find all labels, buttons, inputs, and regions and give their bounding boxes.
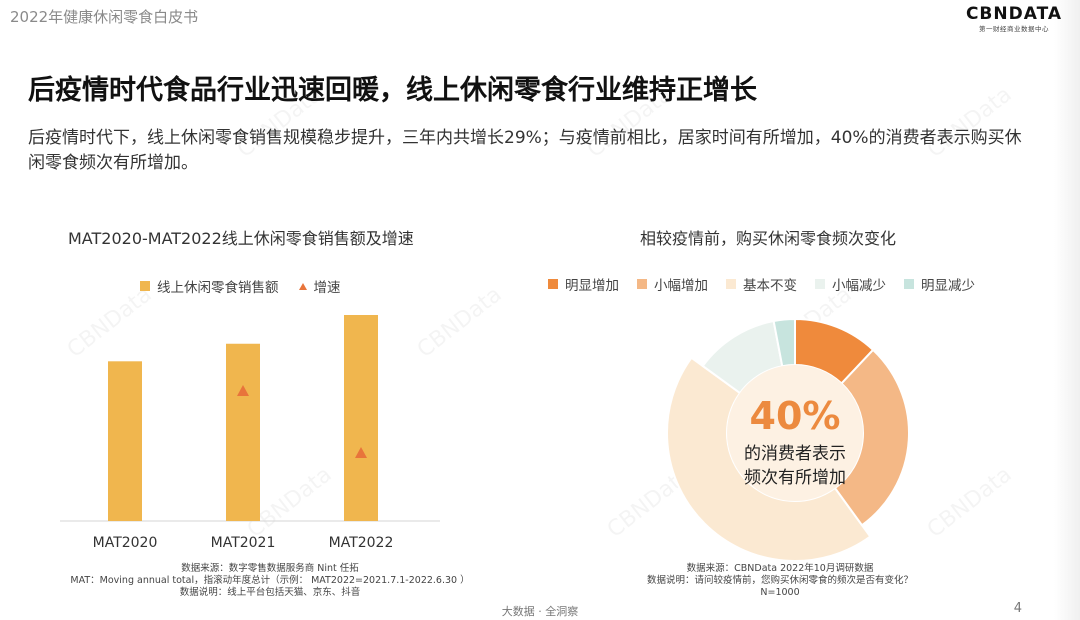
legend-swatch <box>726 279 736 289</box>
donut-chart-title: 相较疫情前，购买休闲零食频次变化 <box>640 229 897 248</box>
bar-mat2022 <box>344 315 378 521</box>
growth-marker-mat2021 <box>237 385 249 396</box>
x-tick-label: MAT2021 <box>211 535 276 551</box>
page-headline: 后疫情时代食品行业迅速回暖，线上休闲零食行业维持正增长 <box>28 75 757 106</box>
x-tick-label: MAT2022 <box>329 535 394 551</box>
note-line: 数据来源：数字零售数据服务商 Nint 任拓 <box>181 563 359 574</box>
note-line: 数据来源：CBNData 2022年10月调研数据 <box>686 563 874 574</box>
note-line: N=1000 <box>760 587 800 598</box>
donut-center-line: 的消费者表示 <box>744 444 846 464</box>
bar-chart-legend: 线上休闲零食销售额 增速 <box>140 276 361 296</box>
legend-label: 基本不变 <box>743 278 797 294</box>
donut-hole <box>727 365 863 501</box>
legend-label-sales: 线上休闲零食销售额 <box>157 280 279 296</box>
logo-subtitle: 第一财经商业数据中心 <box>978 25 1049 33</box>
legend-label-growth: 增速 <box>313 280 341 296</box>
legend-item-big-decrease: 明显减少 <box>904 274 975 294</box>
note-line: MAT：Moving annual total，指滚动年度总计（示例： MAT2… <box>70 575 470 586</box>
donut-center-value: 40% <box>750 394 841 438</box>
legend-item-small-decrease: 小幅减少 <box>815 274 886 294</box>
bar-mat2020 <box>108 361 142 521</box>
footer-tagline: 大数据 · 全洞察 <box>501 605 579 618</box>
legend-label: 明显减少 <box>921 278 975 294</box>
legend-label: 明显增加 <box>565 278 619 294</box>
note-line: 数据说明：请问较疫情前，您购买休闲零食的频次是否有变化？ <box>646 575 913 586</box>
page-edge-shade <box>1054 0 1080 620</box>
page-number: 4 <box>1013 601 1022 616</box>
bar-chart: MAT2020 MAT2021 MAT2022 <box>60 315 440 551</box>
brand-logo: CBNDATA 第一财经商业数据中心 <box>966 4 1062 33</box>
donut-center-line: 频次有所增加 <box>744 468 846 488</box>
legend-swatch <box>637 279 647 289</box>
legend-label: 小幅增加 <box>654 278 708 294</box>
watermark: CBNData <box>923 462 1017 543</box>
legend-item-big-increase: 明显增加 <box>548 274 619 294</box>
bar-mat2021 <box>226 343 260 521</box>
donut-chart-legend: 明显增加 小幅增加 基本不变 小幅减少 明显减少 <box>548 274 975 294</box>
bar-chart-notes: 数据来源：数字零售数据服务商 Nint 任拓 MAT：Moving annual… <box>20 563 520 599</box>
legend-item-small-increase: 小幅增加 <box>637 274 708 294</box>
report-title: 2022年健康休闲零食白皮书 <box>10 8 199 26</box>
legend-item-unchanged: 基本不变 <box>726 274 797 294</box>
donut-chart-notes: 数据来源：CBNData 2022年10月调研数据 数据说明：请问较疫情前，您购… <box>580 563 980 599</box>
legend-swatch-sales <box>140 281 150 291</box>
logo-wordmark: CBNDATA <box>965 4 1062 24</box>
bar-chart-title: MAT2020-MAT2022线上休闲零食销售额及增速 <box>68 229 414 248</box>
legend-swatch <box>815 279 825 289</box>
page-summary: 后疫情时代下，线上休闲零食销售规模稳步提升，三年内共增长29%；与疫情前相比，居… <box>28 128 1022 173</box>
note-line: 数据说明：线上平台包括天猫、京东、抖音 <box>179 587 361 598</box>
legend-marker-growth <box>298 282 307 290</box>
growth-marker-mat2022 <box>355 447 367 458</box>
x-tick-label: MAT2020 <box>93 535 158 551</box>
legend-item-growth: 增速 <box>298 276 341 296</box>
legend-label: 小幅减少 <box>832 278 886 294</box>
legend-swatch <box>904 279 914 289</box>
legend-swatch <box>548 279 558 289</box>
legend-item-sales: 线上休闲零食销售额 <box>140 276 279 296</box>
